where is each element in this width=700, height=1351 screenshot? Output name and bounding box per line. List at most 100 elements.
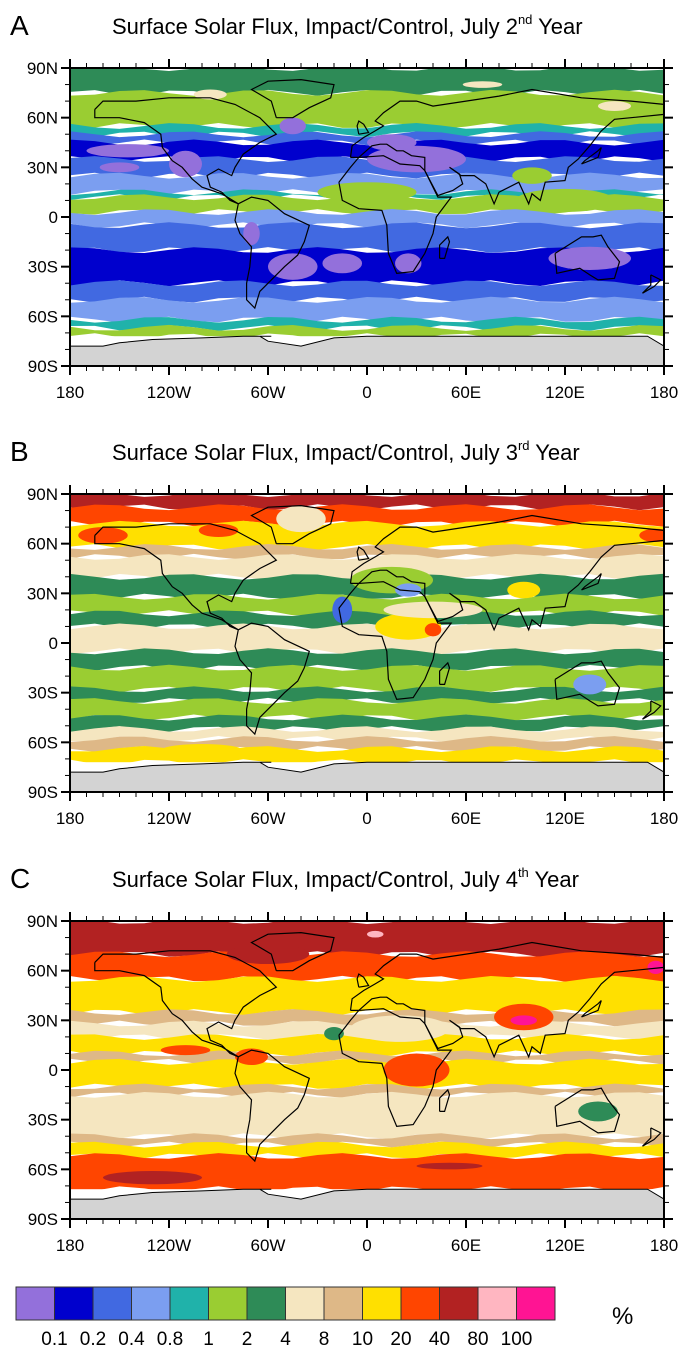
contour-region <box>383 601 483 619</box>
coastline <box>642 700 662 720</box>
y-tick-label: 90S <box>28 783 58 802</box>
y-tick-label: 60S <box>28 307 58 326</box>
contour-region <box>160 1045 211 1056</box>
contour-region <box>512 167 552 184</box>
contour-region <box>276 505 326 533</box>
colorbar-label: 0.8 <box>157 1329 183 1350</box>
colorbar-label: 10 <box>352 1329 373 1350</box>
colorbar-swatch <box>15 1286 55 1321</box>
contour-field <box>70 921 664 1219</box>
coastline <box>554 1087 621 1134</box>
contour-region <box>573 674 607 695</box>
colorbar-label: 0.1 <box>41 1329 67 1350</box>
coastline <box>581 1000 602 1018</box>
contour-region <box>243 221 260 246</box>
colorbar-label: 40 <box>429 1329 450 1350</box>
contour-band <box>70 553 664 580</box>
coastline <box>338 1008 453 1127</box>
contour-band <box>70 726 664 742</box>
contour-band <box>70 68 664 96</box>
contour-region <box>322 253 363 274</box>
panel-title-c: Surface Solar Flux, Impact/Control, July… <box>112 865 579 893</box>
antarctica-land <box>70 761 664 792</box>
contour-band <box>70 921 664 958</box>
coastline <box>439 1088 451 1112</box>
map-panel-b: 180 120W 60W 0 60E 120E 180 90N 60N 30N 0 30S 60S 90S <box>27 485 678 828</box>
contour-region <box>169 150 202 178</box>
contour-band <box>70 664 664 693</box>
coastline <box>642 274 662 294</box>
x-tick-label: 60W <box>251 383 286 402</box>
panel-title-b: Surface Solar Flux, Impact/Control, July… <box>112 438 580 466</box>
contour-region <box>235 1048 268 1066</box>
contour-region <box>548 246 631 270</box>
y-tick-label: 60N <box>27 535 58 554</box>
coastline <box>234 196 311 310</box>
panel-letter-b: B <box>10 436 29 467</box>
y-tick-label: 0 <box>49 1061 58 1080</box>
y-tick-label: 90S <box>28 1210 58 1229</box>
coastline <box>338 581 453 700</box>
contour-band <box>70 209 664 229</box>
coastline <box>250 78 335 119</box>
colorbar-label: 1 <box>203 1329 214 1350</box>
contour-band <box>70 324 664 340</box>
panel-letter-a: A <box>10 10 29 41</box>
y-tick-label: 30S <box>28 258 58 277</box>
x-tick-label: 60E <box>451 809 481 828</box>
y-tick-label: 90N <box>27 912 58 931</box>
contour-band <box>70 610 664 630</box>
colorbar-swatch <box>323 1286 363 1321</box>
contour-region <box>309 626 376 643</box>
coastline <box>581 573 602 591</box>
title-text-end: Year <box>528 867 579 892</box>
x-tick-label: 60W <box>251 809 286 828</box>
colorbar: 0.1 0.2 0.4 0.8 1 2 4 8 10 20 40 80 100 <box>15 1286 556 1350</box>
contour-region <box>279 117 306 135</box>
colorbar-swatch <box>54 1286 94 1321</box>
contour-region <box>103 1170 202 1185</box>
contour-region <box>226 944 310 965</box>
x-tick-label: 0 <box>362 383 371 402</box>
title-text-end: Year <box>532 14 583 39</box>
panel-title-a: Surface Solar Flux, Impact/Control, July… <box>112 12 583 40</box>
colorbar-unit-label: % <box>612 1303 634 1330</box>
colorbar-swatch <box>246 1286 286 1321</box>
contour-band <box>70 1091 664 1140</box>
coastline <box>642 1127 662 1147</box>
x-tick-label: 60E <box>451 1236 481 1255</box>
coastline <box>356 120 370 135</box>
coastline <box>439 661 451 685</box>
colorbar-label: 8 <box>319 1329 330 1350</box>
map-panel-a: 180 120W 60W 0 60E 120E 180 90N 60N 30N 0 30S 60S 90S <box>27 59 678 402</box>
contour-region <box>395 253 422 274</box>
contour-band <box>70 1058 664 1090</box>
contour-band <box>70 131 664 146</box>
x-tick-label: 180 <box>56 809 84 828</box>
coastline <box>94 950 278 1058</box>
contour-band <box>70 1153 664 1193</box>
colorbar-label: 0.2 <box>80 1329 106 1350</box>
title-text: Surface Solar Flux, Impact/Control, July… <box>112 440 518 465</box>
contour-band <box>70 222 664 254</box>
x-tick-label: 180 <box>56 1236 84 1255</box>
coastline <box>581 147 602 165</box>
title-text: Surface Solar Flux, Impact/Control, July… <box>112 867 518 892</box>
y-tick-label: 30S <box>28 1111 58 1130</box>
colorbar-label: 100 <box>501 1329 533 1350</box>
contour-region <box>639 528 664 543</box>
contour-band <box>70 89 664 129</box>
y-tick-label: 90N <box>27 59 58 78</box>
map-panel-c: 180 120W 60W 0 60E 120E 180 90N 60N 30N 0 30S 60S 90S <box>27 912 678 1255</box>
contour-region <box>647 960 664 974</box>
y-tick-label: 30N <box>27 584 58 603</box>
antarctica-land <box>70 335 664 366</box>
contour-region <box>515 188 615 213</box>
contour-field <box>70 494 664 792</box>
x-tick-label: 120E <box>545 1236 585 1255</box>
x-tick-label: 120E <box>545 383 585 402</box>
x-tick-label: 120E <box>545 809 585 828</box>
colorbar-swatch <box>362 1286 402 1321</box>
contour-band <box>70 296 664 323</box>
contour-region <box>507 581 541 599</box>
